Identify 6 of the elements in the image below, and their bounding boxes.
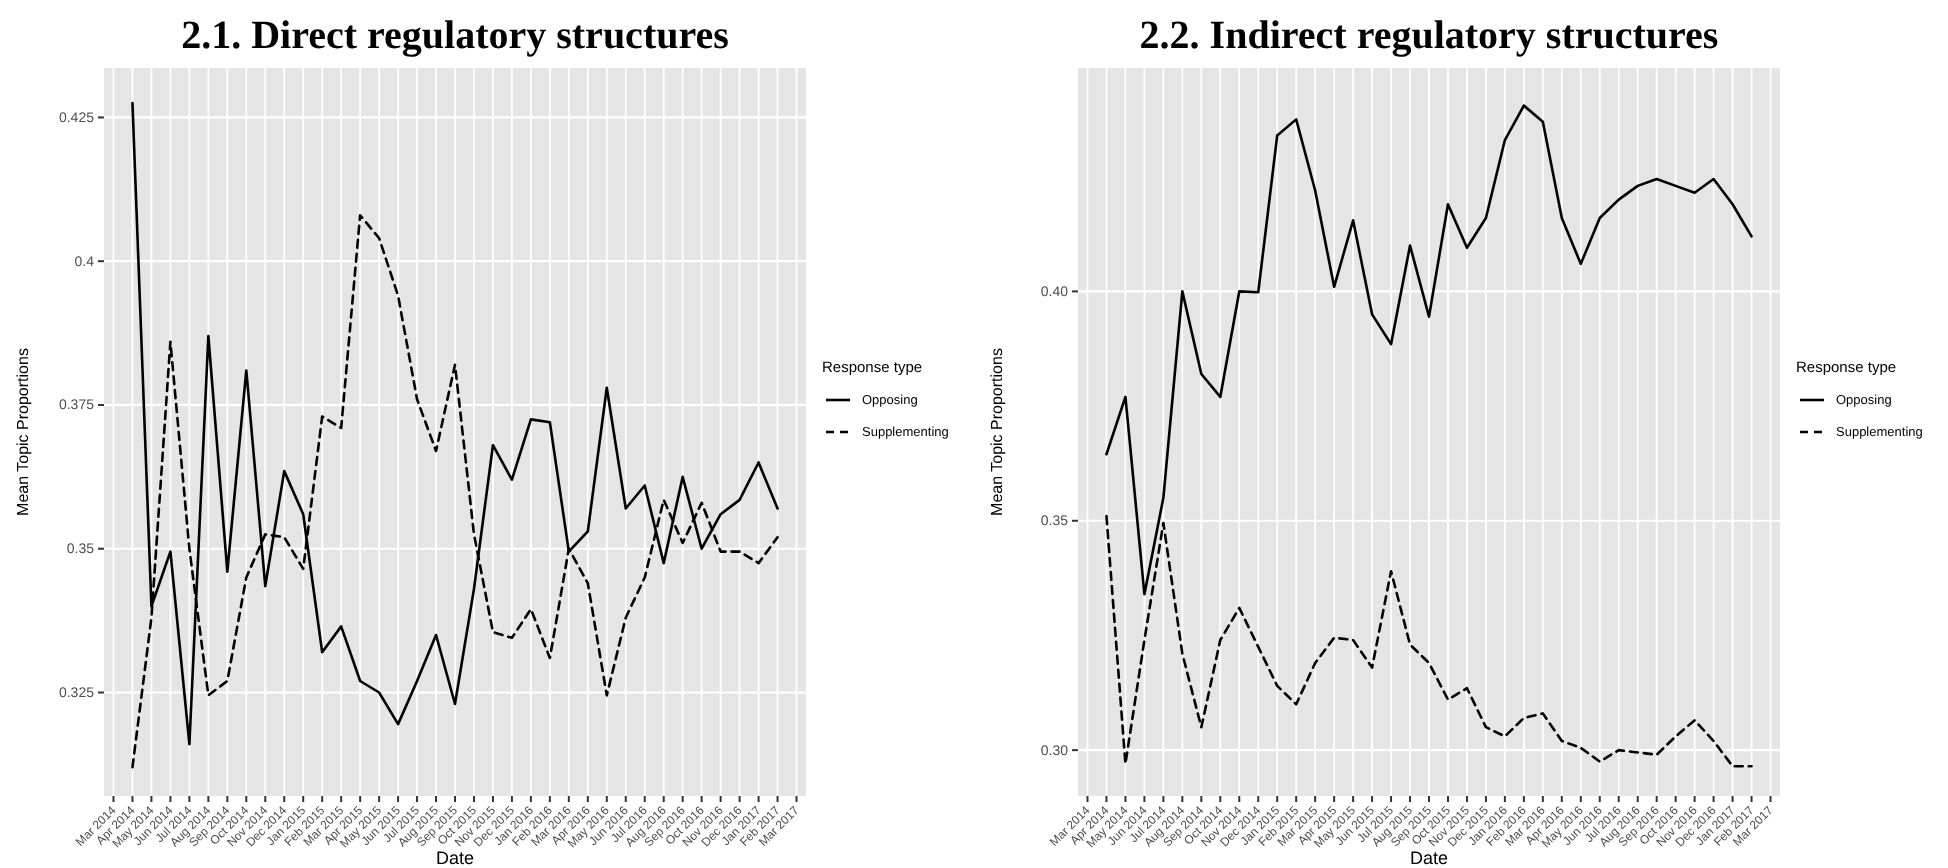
x-axis-title: Date [1409,848,1449,868]
y-axis-title: Mean Topic Proportions [988,348,1006,516]
chart-title: 2.1. Direct regulatory structures [181,14,730,58]
chart-title: 2.2. Indirect regulatory structures [1139,14,1719,58]
y-axis-title: Mean Topic Proportions [14,348,32,516]
x-axis-title: Date [435,848,475,868]
